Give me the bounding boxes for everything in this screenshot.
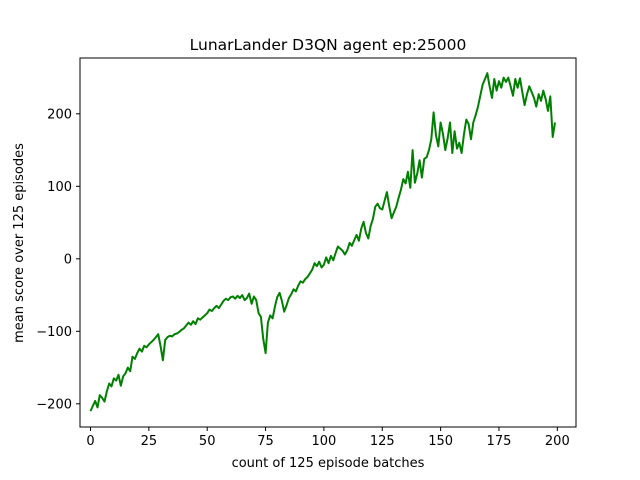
y-tick-label: −200 bbox=[36, 397, 72, 412]
x-tick-label: 75 bbox=[257, 434, 274, 449]
x-tick-label: 25 bbox=[141, 434, 158, 449]
x-tick-label: 125 bbox=[370, 434, 395, 449]
x-tick-label: 200 bbox=[545, 434, 570, 449]
x-tick-label: 0 bbox=[86, 434, 94, 449]
series-group bbox=[89, 72, 556, 412]
y-axis-title: mean score over 125 episodes bbox=[12, 143, 27, 343]
series-line bbox=[89, 72, 556, 412]
x-axis: 0 25 50 75 100 125 150 175 200 bbox=[86, 427, 570, 449]
y-tick-label: −100 bbox=[36, 325, 72, 340]
x-tick-label: 150 bbox=[428, 434, 453, 449]
y-tick-label: 100 bbox=[47, 180, 72, 195]
x-tick-label: 50 bbox=[199, 434, 216, 449]
chart-title: LunarLander D3QN agent ep:25000 bbox=[190, 36, 467, 54]
x-tick-label: 175 bbox=[487, 434, 512, 449]
x-tick-label: 100 bbox=[312, 434, 337, 449]
x-axis-title: count of 125 episode batches bbox=[232, 456, 425, 471]
plot-area-frame bbox=[79, 57, 577, 428]
y-axis: −200 −100 0 100 200 bbox=[36, 107, 80, 412]
y-tick-label: 200 bbox=[47, 107, 72, 122]
y-tick-label: 0 bbox=[64, 252, 72, 267]
